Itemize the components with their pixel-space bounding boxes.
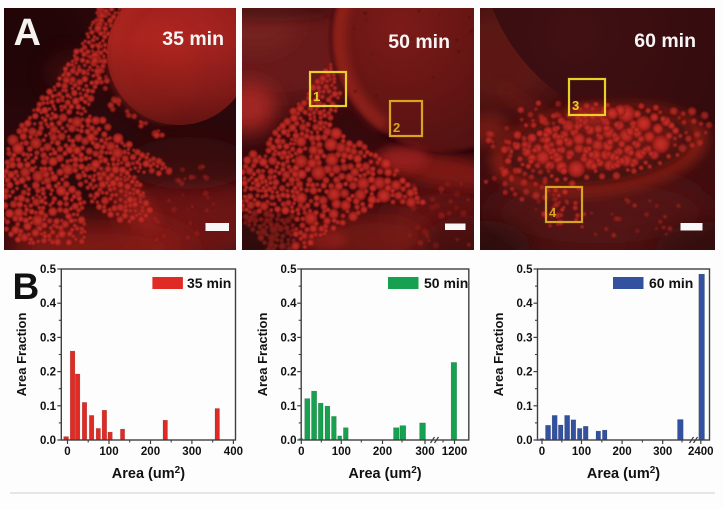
svg-text:0.1: 0.1 [40,401,57,413]
svg-text:1200: 1200 [442,446,468,458]
svg-text:Area Fraction: Area Fraction [491,313,506,397]
svg-text:3: 3 [572,98,579,113]
svg-text:35 min: 35 min [187,275,231,291]
svg-text:0: 0 [539,446,545,458]
svg-text:0.0: 0.0 [281,435,297,447]
svg-text:4: 4 [549,205,557,220]
svg-text:200: 200 [373,446,392,458]
svg-text:100: 100 [572,446,591,458]
svg-text:Area (um2): Area (um2) [112,465,185,482]
svg-text:0.4: 0.4 [40,298,57,310]
svg-text:50 min: 50 min [388,31,450,53]
svg-text:100: 100 [332,446,351,458]
svg-text:0: 0 [298,446,304,458]
svg-text:0.5: 0.5 [281,264,298,276]
svg-text:2: 2 [393,120,400,135]
svg-text:0.1: 0.1 [281,401,298,413]
svg-text:0.1: 0.1 [517,401,534,413]
svg-text:60 min: 60 min [634,30,696,52]
svg-text:0.4: 0.4 [517,298,534,310]
svg-text:1: 1 [313,89,320,104]
svg-text:200: 200 [141,446,160,458]
svg-text:0.2: 0.2 [517,367,533,379]
svg-text:0.3: 0.3 [281,332,297,344]
svg-text:0.3: 0.3 [40,332,56,344]
svg-text:0.0: 0.0 [40,435,56,447]
svg-text:0.2: 0.2 [281,367,297,379]
svg-text:2400: 2400 [688,446,714,458]
svg-text:Area (um2): Area (um2) [587,465,660,482]
svg-text:100: 100 [99,446,118,458]
svg-text:300: 300 [182,446,201,458]
svg-text:50 min: 50 min [424,275,468,291]
svg-text:0.5: 0.5 [40,264,57,276]
svg-text:0.2: 0.2 [40,367,56,379]
svg-text:60 min: 60 min [649,275,693,291]
svg-text:300: 300 [653,446,672,458]
svg-text:B: B [13,266,40,307]
svg-text:A: A [14,12,41,54]
svg-text:0: 0 [64,446,70,458]
svg-text:200: 200 [613,446,632,458]
svg-text:Area Fraction: Area Fraction [255,313,270,397]
svg-text:0.5: 0.5 [517,264,534,276]
svg-text:300: 300 [415,446,434,458]
svg-text:35 min: 35 min [162,28,224,50]
svg-text:0.4: 0.4 [281,298,298,310]
svg-text:0.3: 0.3 [517,332,533,344]
svg-text:Area Fraction: Area Fraction [14,313,29,397]
svg-text:0.0: 0.0 [517,435,533,447]
svg-text:Area (um2): Area (um2) [348,465,421,482]
svg-text:400: 400 [224,446,243,458]
